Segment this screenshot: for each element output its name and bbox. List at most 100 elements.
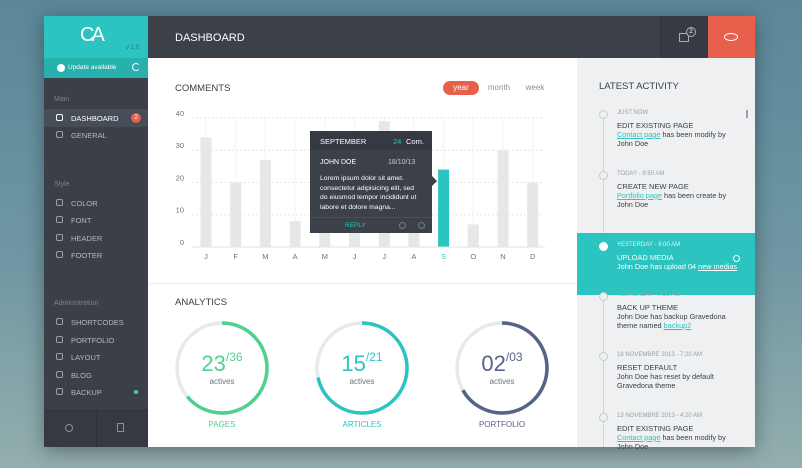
nav-icon: [56, 114, 63, 121]
activity-text: Contact page has been modify by John Doe: [617, 433, 739, 451]
inbox-icon: [679, 33, 689, 42]
nav-icon: [56, 251, 63, 258]
section-title: Style: [54, 180, 70, 188]
notifications[interactable]: [660, 16, 708, 58]
gauge-current: 15: [341, 351, 365, 376]
bar: [527, 182, 539, 247]
nav-item[interactable]: [44, 109, 148, 127]
x-tick-label: M: [262, 252, 268, 261]
x-tick-label: N: [500, 252, 505, 261]
y-tick-label: 30: [176, 141, 184, 150]
timeline-dot: [599, 110, 608, 119]
activity-text-part: has been create by John Doe: [617, 190, 727, 209]
activity-title: BACK UP THEME: [617, 302, 678, 312]
gauge-value: 02/03: [481, 350, 522, 376]
update-text: Update available: [68, 64, 117, 71]
x-tick-label: J: [204, 252, 208, 261]
nav-icon: [56, 388, 63, 395]
x-tick-label: J: [382, 252, 386, 261]
section-title: Administration: [54, 300, 99, 308]
tab[interactable]: week: [525, 83, 545, 92]
divider: [96, 411, 97, 447]
gauge-caption: actives: [350, 377, 375, 386]
x-tick-label: A: [293, 252, 298, 261]
activity-link[interactable]: Contact page: [617, 130, 661, 139]
nav-icon: [56, 318, 63, 326]
gauge-arc: [315, 321, 409, 415]
tab[interactable]: year: [443, 81, 479, 95]
footer-icon[interactable]: [65, 424, 73, 432]
nav-icon: [56, 233, 63, 241]
nav-label: BACKUP: [71, 388, 102, 397]
nav-label: FONT: [71, 216, 92, 226]
gauge-arc: [455, 321, 549, 415]
timeline-dot: [599, 412, 608, 422]
footer-icon[interactable]: [117, 423, 124, 432]
activity-text: John Doe has backup Gravedona theme name…: [617, 312, 739, 330]
nav-label: DASHBOARD: [71, 114, 119, 123]
header-title: DASHBOARD: [175, 32, 245, 44]
activity-text: John Doe has upload 04 new medias: [617, 262, 739, 271]
activity-text-part: John Doe has upload 04: [617, 262, 699, 271]
nav-label: FOOTER: [71, 251, 103, 260]
activity-link[interactable]: Contact page: [617, 432, 661, 442]
activity-text: Portfolio page has been create by John D…: [617, 191, 739, 209]
y-tick-label: 10: [176, 206, 184, 215]
x-tick-label: S: [441, 252, 446, 261]
nav-label: SHORTCODES: [71, 318, 124, 328]
header: [148, 16, 660, 58]
scrollbar[interactable]: [746, 110, 748, 118]
timeline-dot: [599, 242, 608, 251]
bar: [497, 150, 509, 247]
gauge-total: /21: [366, 350, 383, 364]
tooltip-count: 24: [393, 137, 402, 146]
activity-title: EDIT EXISTING PAGE: [617, 121, 694, 130]
x-tick-label: M: [322, 252, 328, 261]
activity-text-part: John Doe has reset by default Gravedona …: [617, 372, 714, 390]
reply-button[interactable]: REPLY: [345, 222, 366, 229]
activity-title: UPLOAD MEDIA: [617, 253, 674, 262]
tab[interactable]: month: [487, 83, 511, 92]
gauge-total: /03: [506, 350, 523, 364]
nav-icon: [56, 335, 63, 343]
activity-time: TODAY - 8:50 AM: [617, 170, 665, 177]
bar: [200, 137, 212, 247]
tooltip-text: Lorem ipsum dolor sit amet. consectetur …: [320, 175, 417, 211]
update-bar[interactable]: [44, 58, 148, 78]
tooltip-header: [310, 131, 432, 150]
activity-text-part: John Doe has backup Gravedona theme name…: [617, 311, 726, 330]
info-icon[interactable]: [399, 222, 406, 229]
logo-area: [44, 16, 148, 58]
activity-time: YESTERDAY - 9:00 AM: [617, 242, 681, 248]
gauge-label: PORTFOLIO: [479, 420, 525, 429]
logo: CA: [80, 24, 105, 46]
y-tick-label: 40: [176, 109, 184, 118]
x-tick-label: O: [470, 252, 476, 261]
analytics-title: ANALYTICS: [175, 297, 228, 308]
activity-text-part: has been modify by John Doe: [617, 130, 726, 148]
tooltip-author: JOHN DOE: [320, 159, 357, 166]
nav-label: GENERAL: [71, 131, 107, 141]
nav-icon: [56, 131, 63, 139]
activity-link[interactable]: backup2: [663, 320, 692, 330]
activity-time: YESTERDAY - 7:20 AM: [617, 291, 681, 298]
info-icon[interactable]: [733, 255, 740, 262]
notification-badge: 2: [686, 27, 696, 37]
activity-link[interactable]: Portfolio page: [617, 190, 663, 200]
tooltip-date: 18/10/13: [388, 159, 416, 166]
section-title: Main: [54, 96, 70, 103]
activity-text: Contact page has been modify by John Doe: [617, 130, 739, 148]
activity-link[interactable]: new medias: [698, 262, 738, 271]
x-tick-label: A: [411, 252, 416, 261]
divider: [310, 217, 432, 218]
refresh-icon[interactable]: [132, 63, 140, 71]
gauge-value: 23/36: [201, 350, 242, 376]
info-icon[interactable]: [418, 222, 425, 229]
nav-label: HEADER: [71, 233, 103, 243]
activity-title: RESET DEFAULT: [617, 363, 678, 372]
nav-icon: [56, 216, 63, 224]
gauge-total: /36: [226, 350, 243, 364]
activity-time: 13 NOVEMBRE 2013 - 4:20 AM: [617, 412, 703, 419]
x-tick-label: D: [530, 252, 536, 261]
